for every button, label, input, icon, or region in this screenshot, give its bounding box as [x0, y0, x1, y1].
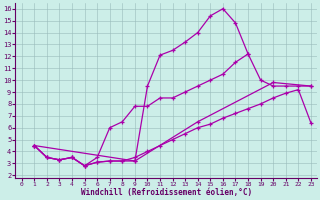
X-axis label: Windchill (Refroidissement éolien,°C): Windchill (Refroidissement éolien,°C): [81, 188, 252, 197]
